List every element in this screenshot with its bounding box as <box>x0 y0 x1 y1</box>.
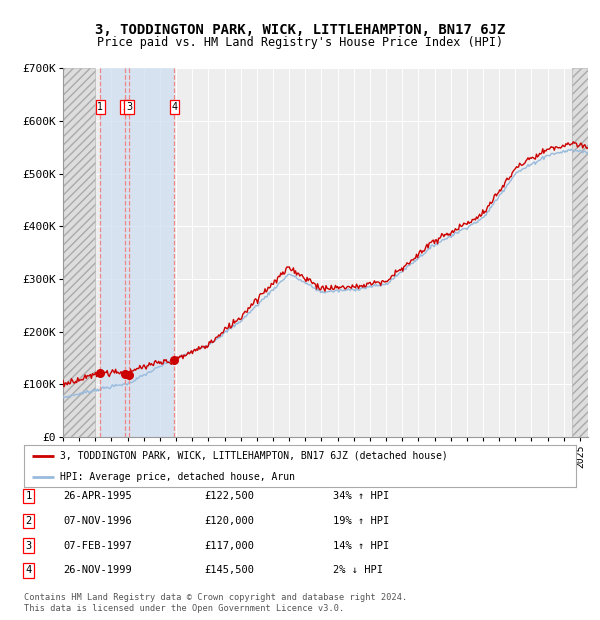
Text: 14% ↑ HPI: 14% ↑ HPI <box>333 541 389 551</box>
Text: Contains HM Land Registry data © Crown copyright and database right 2024.
This d: Contains HM Land Registry data © Crown c… <box>24 593 407 613</box>
Text: 1: 1 <box>26 491 32 501</box>
Text: 2: 2 <box>26 516 32 526</box>
Text: £122,500: £122,500 <box>204 491 254 501</box>
Text: £145,500: £145,500 <box>204 565 254 575</box>
Text: 2% ↓ HPI: 2% ↓ HPI <box>333 565 383 575</box>
Text: £117,000: £117,000 <box>204 541 254 551</box>
Text: Price paid vs. HM Land Registry's House Price Index (HPI): Price paid vs. HM Land Registry's House … <box>97 36 503 49</box>
Text: 07-FEB-1997: 07-FEB-1997 <box>63 541 132 551</box>
Text: 3: 3 <box>126 102 132 112</box>
Bar <box>572 68 588 437</box>
Text: 19% ↑ HPI: 19% ↑ HPI <box>333 516 389 526</box>
Text: 3, TODDINGTON PARK, WICK, LITTLEHAMPTON, BN17 6JZ: 3, TODDINGTON PARK, WICK, LITTLEHAMPTON,… <box>95 23 505 37</box>
Bar <box>63 68 95 437</box>
Text: 4: 4 <box>172 102 178 112</box>
Text: 26-APR-1995: 26-APR-1995 <box>63 491 132 501</box>
Text: 4: 4 <box>26 565 32 575</box>
Text: 34% ↑ HPI: 34% ↑ HPI <box>333 491 389 501</box>
Text: 2: 2 <box>122 102 128 112</box>
Text: £120,000: £120,000 <box>204 516 254 526</box>
Text: HPI: Average price, detached house, Arun: HPI: Average price, detached house, Arun <box>60 472 295 482</box>
Text: 3: 3 <box>26 541 32 551</box>
Text: 3, TODDINGTON PARK, WICK, LITTLEHAMPTON, BN17 6JZ (detached house): 3, TODDINGTON PARK, WICK, LITTLEHAMPTON,… <box>60 451 448 461</box>
Bar <box>100 68 175 437</box>
Text: 07-NOV-1996: 07-NOV-1996 <box>63 516 132 526</box>
Text: 26-NOV-1999: 26-NOV-1999 <box>63 565 132 575</box>
Text: 1: 1 <box>97 102 104 112</box>
